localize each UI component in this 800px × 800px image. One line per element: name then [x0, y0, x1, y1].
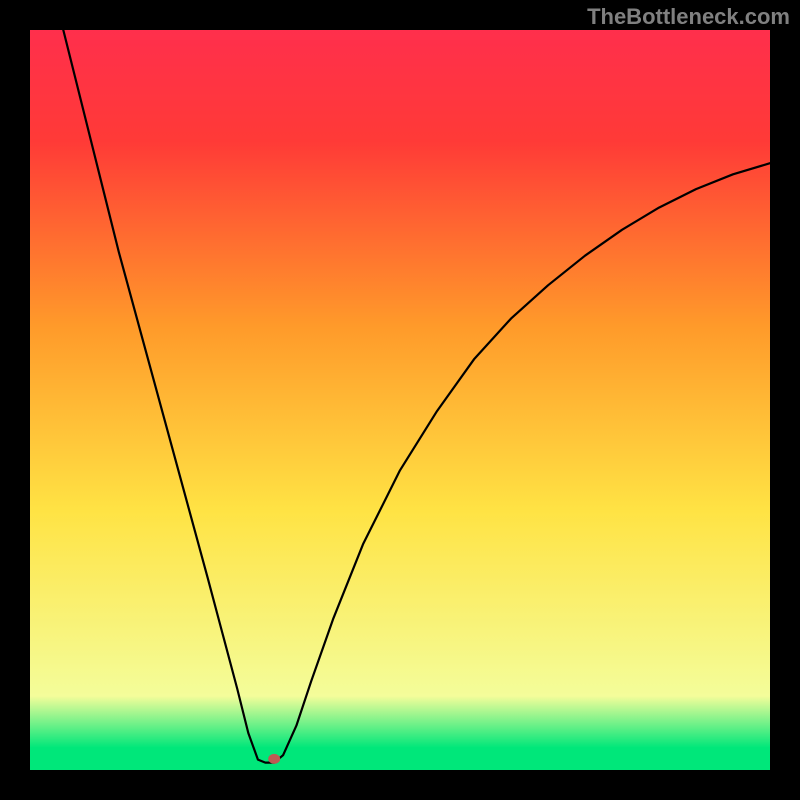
- minimum-marker: [268, 754, 280, 764]
- bottleneck-curve: [63, 30, 770, 763]
- chart-frame: TheBottleneck.com: [0, 0, 800, 800]
- chart-svg: [0, 0, 800, 800]
- watermark-text: TheBottleneck.com: [587, 4, 790, 30]
